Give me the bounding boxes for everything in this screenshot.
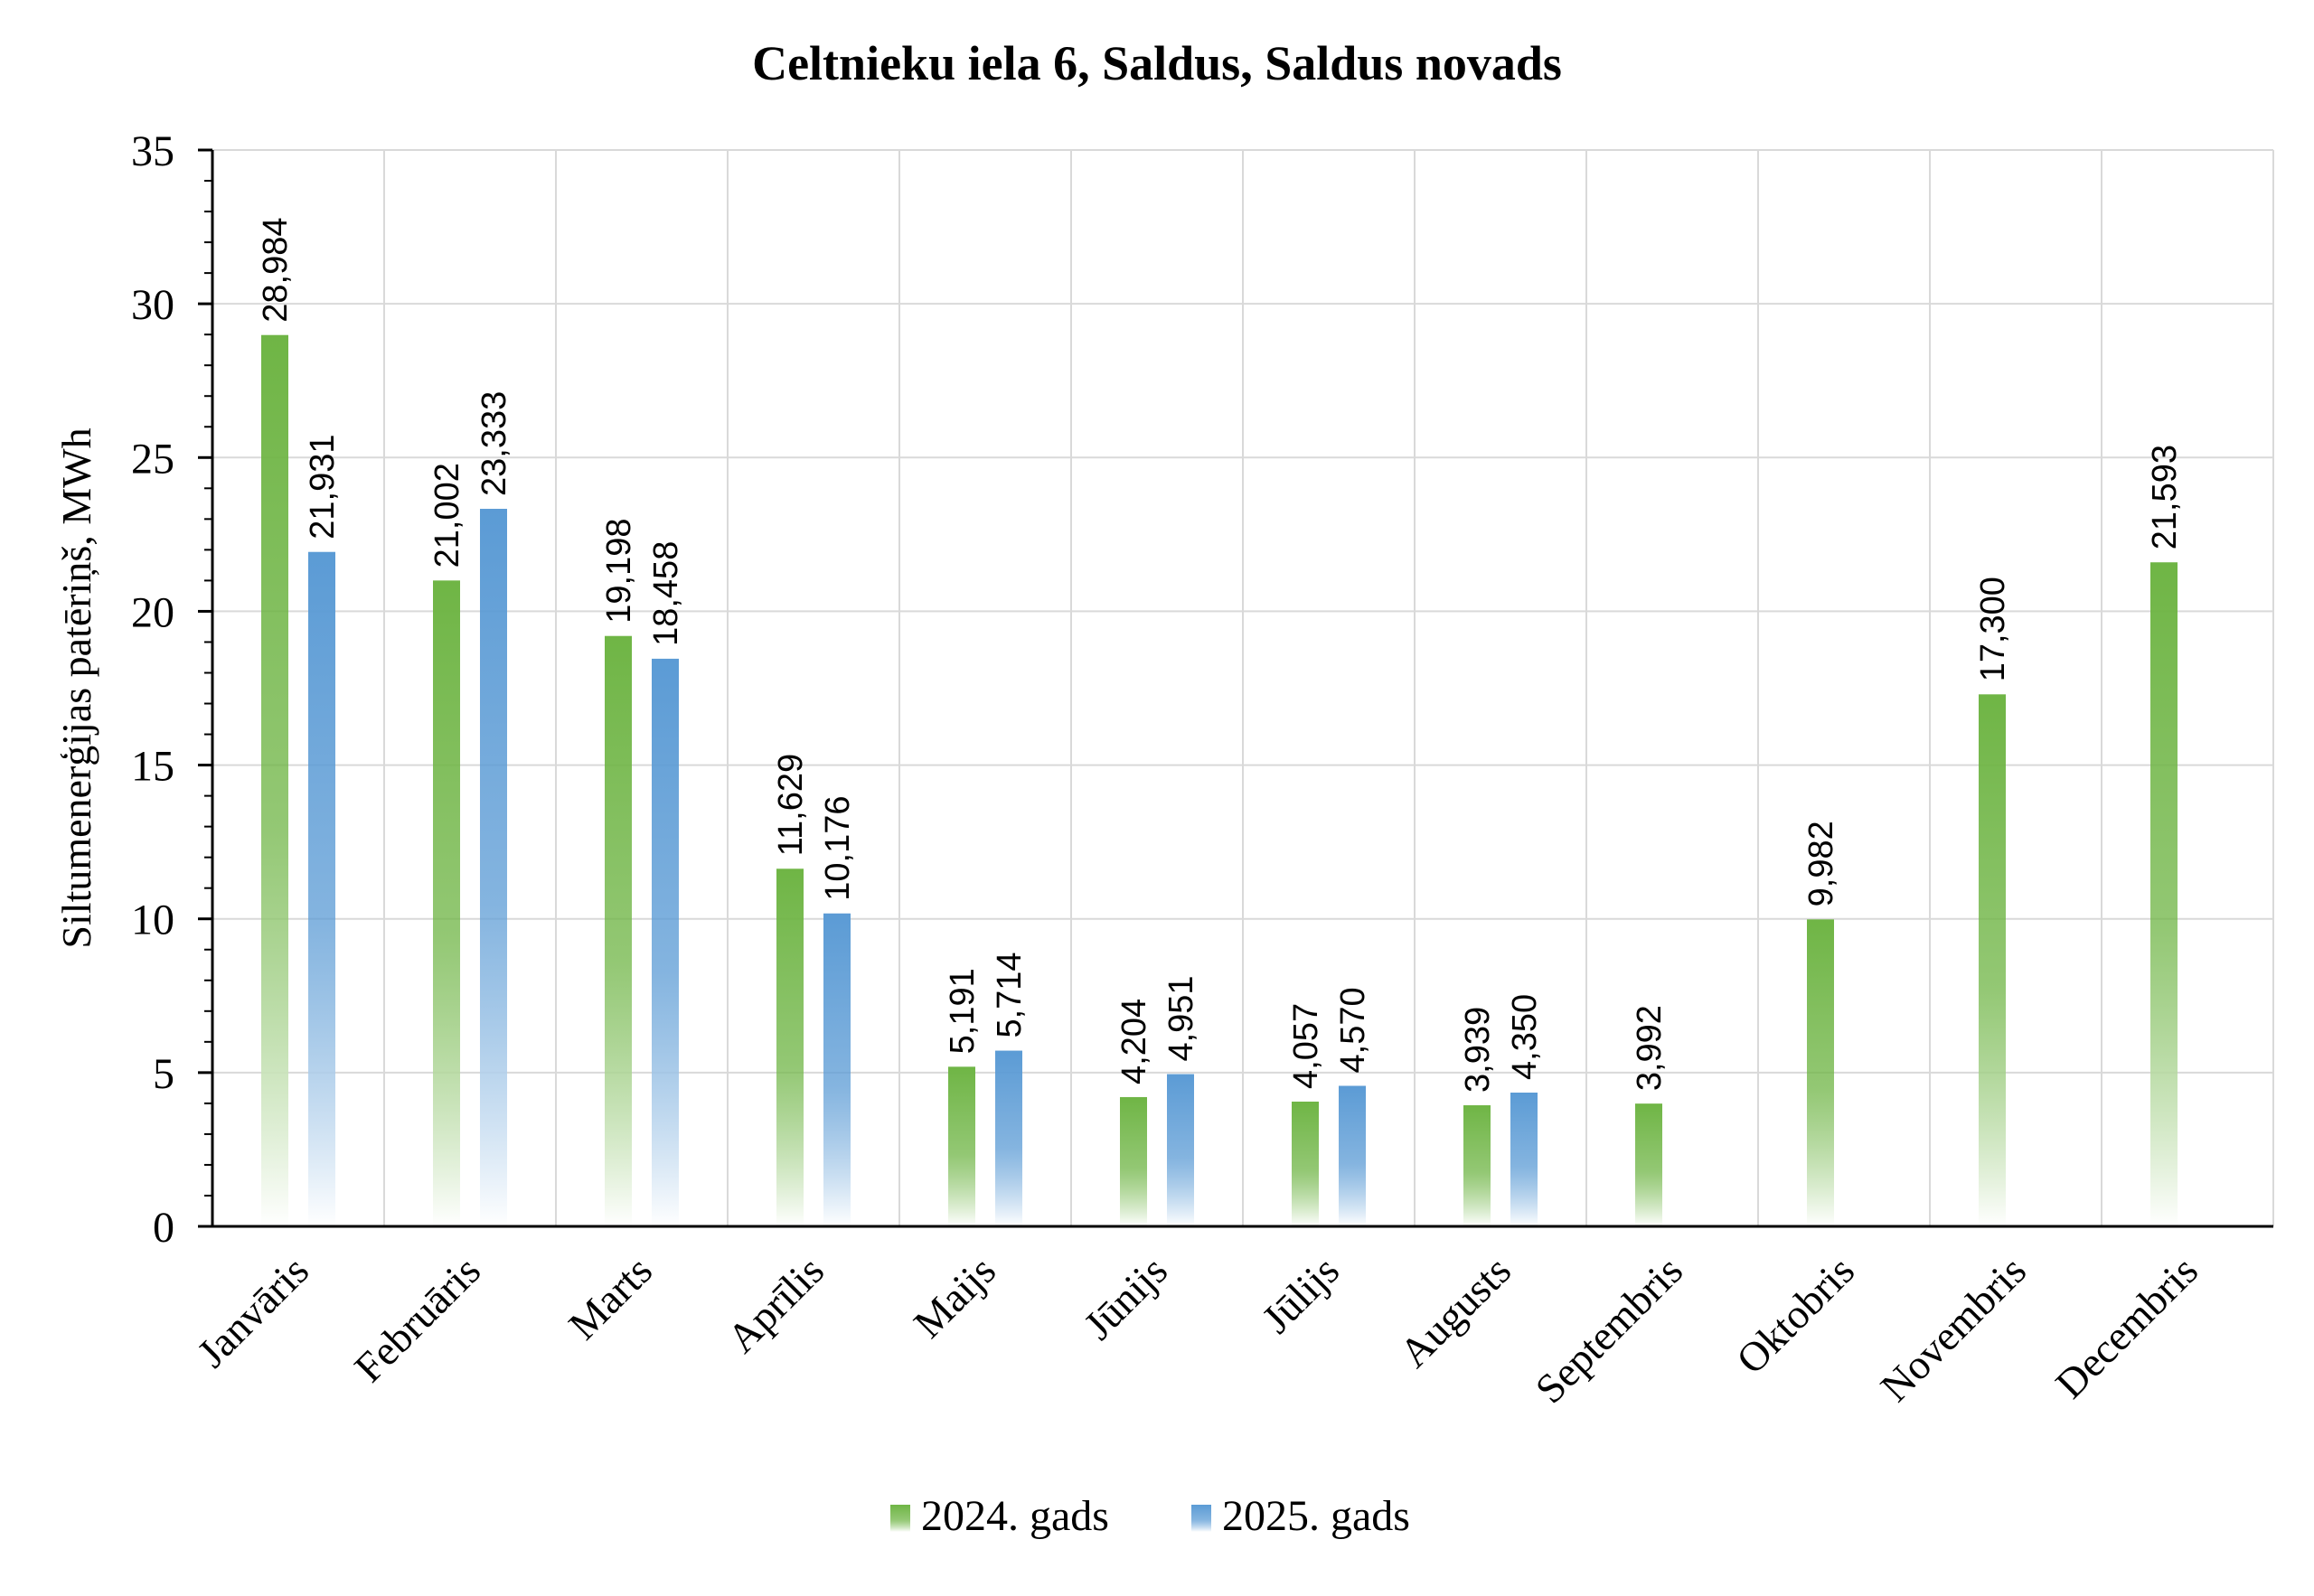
legend-label: 2024. gads: [921, 1492, 1109, 1540]
bar-series1: [1463, 1104, 1491, 1226]
data-label: 4,350: [1506, 994, 1544, 1080]
data-label: 4,204: [1115, 999, 1153, 1084]
data-label: 21,931: [304, 434, 342, 539]
x-tick-label: Aprīlis: [719, 1247, 832, 1361]
x-tick-label: Marts: [560, 1247, 661, 1348]
x-tick-label: Novembris: [1871, 1247, 2035, 1411]
data-label: 9,982: [1802, 821, 1840, 906]
bar-series2: [1167, 1074, 1194, 1226]
chart-title: Celtnieku iela 6, Saldus, Saldus novads: [752, 36, 1562, 90]
y-tick-label: 0: [153, 1204, 174, 1252]
legend-label: 2025. gads: [1222, 1492, 1410, 1540]
data-label: 11,629: [772, 754, 810, 856]
bar-series1: [1292, 1101, 1319, 1226]
y-tick-label: 15: [131, 743, 174, 791]
bar-series1: [433, 580, 460, 1226]
data-label: 21,002: [428, 463, 466, 568]
y-tick-label: 30: [131, 281, 174, 329]
bar-series2: [995, 1050, 1022, 1226]
y-axis-label: Siltumenerģijas patēriņš, MWh: [53, 427, 99, 948]
x-tick-label: Februāris: [345, 1247, 489, 1391]
bar-series1: [1120, 1096, 1147, 1226]
x-tick-label: Janvāris: [188, 1247, 317, 1376]
bar-series2: [652, 658, 679, 1226]
legend-swatch: [890, 1505, 910, 1532]
data-label: 4,570: [1334, 987, 1372, 1073]
bar-series2: [308, 551, 335, 1226]
bar-series1: [948, 1066, 975, 1226]
legend-swatch: [1191, 1505, 1211, 1532]
y-tick-label: 25: [131, 435, 174, 483]
bar-series2: [1510, 1092, 1538, 1226]
y-tick-label: 10: [131, 897, 174, 944]
legend: 2024. gads 2025. gads: [890, 1492, 1410, 1540]
x-tick-label: Decembris: [2046, 1247, 2206, 1407]
data-label: 4,057: [1287, 1003, 1325, 1089]
data-label: 3,992: [1631, 1005, 1669, 1091]
y-tick-label: 35: [131, 127, 174, 175]
bar-series1: [261, 334, 288, 1226]
data-label: 19,198: [600, 518, 638, 623]
bar-series1: [1807, 919, 1834, 1226]
data-label: 4,951: [1162, 975, 1200, 1061]
x-tick-label: Septembris: [1527, 1247, 1691, 1412]
x-tick-label: Jūlijs: [1253, 1247, 1348, 1342]
data-label: 3,939: [1459, 1007, 1497, 1093]
data-label: 5,714: [991, 952, 1029, 1037]
bar-series1: [1635, 1103, 1662, 1226]
bar-series2: [823, 913, 851, 1226]
data-label: 21,593: [2146, 445, 2184, 549]
data-label: 10,176: [819, 795, 857, 900]
data-label: 18,458: [647, 541, 685, 646]
grid-layer: [212, 149, 2274, 1226]
bar-series1: [605, 635, 632, 1226]
x-tick-label: Jūnijs: [1075, 1247, 1176, 1348]
bar-series1: [776, 868, 804, 1226]
x-tick-label: Augusts: [1390, 1247, 1519, 1376]
bar-series1: [1979, 694, 2006, 1226]
data-label: 28,984: [257, 217, 295, 322]
bar-series1: [2150, 562, 2178, 1226]
data-label: 23,333: [475, 391, 513, 496]
y-tick-label: 5: [153, 1050, 174, 1098]
y-tick-label: 20: [131, 588, 174, 636]
data-label: 5,191: [944, 968, 982, 1054]
x-tick-label: Maijs: [905, 1247, 1004, 1347]
x-tick-label: Oktobris: [1727, 1247, 1863, 1383]
bar-series2: [480, 509, 507, 1226]
bars-layer: 28,984 21,002 19,198 11,629 5,191 4,204 4,057 3…: [257, 217, 2184, 1226]
data-label: 17,300: [1974, 577, 2012, 681]
bar-series2: [1339, 1085, 1366, 1226]
